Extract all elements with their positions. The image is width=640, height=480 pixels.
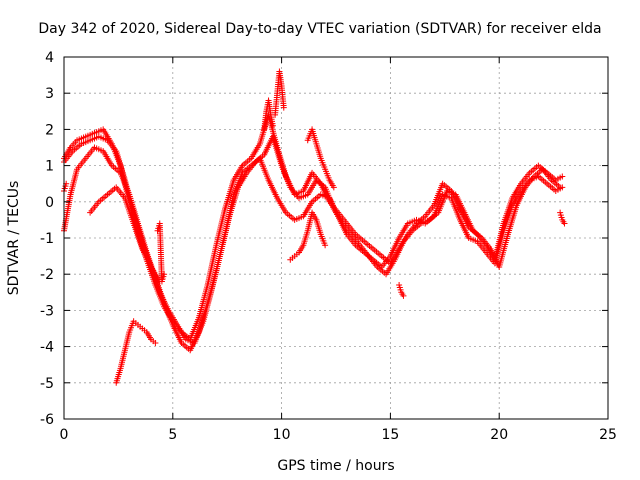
y-tick-label: 3 — [45, 86, 54, 102]
x-tick-label: 15 — [381, 427, 399, 443]
series-track-c — [61, 133, 564, 346]
series-track-j — [61, 180, 70, 194]
y-tick-label: 0 — [45, 195, 54, 211]
y-tick-label: -2 — [40, 267, 54, 283]
x-tick-label: 20 — [490, 427, 508, 443]
x-tick-label: 0 — [60, 427, 69, 443]
data-point — [400, 292, 407, 299]
y-tick-label: 4 — [45, 50, 54, 66]
series-track-e — [113, 318, 159, 386]
y-tick-label: -3 — [40, 303, 54, 319]
x-tick-label: 25 — [599, 427, 617, 443]
x-tick-label: 10 — [273, 427, 291, 443]
data-point — [322, 242, 329, 249]
data-point — [152, 339, 159, 346]
data-point — [559, 173, 566, 180]
data-point — [330, 184, 337, 191]
chart-title: Day 342 of 2020, Sidereal Day-to-day VTE… — [38, 21, 601, 37]
x-axis-label: GPS time / hours — [277, 458, 394, 474]
data-point — [280, 104, 287, 111]
x-tick-label: 5 — [168, 427, 177, 443]
series-track-i — [287, 209, 329, 263]
y-tick-label: -6 — [40, 412, 54, 428]
series-track-f — [261, 97, 276, 133]
series-track-h — [304, 126, 337, 191]
series-track-l — [396, 282, 407, 299]
grid — [64, 57, 608, 419]
y-tick-label: 1 — [45, 159, 54, 175]
series-track-g — [272, 68, 287, 118]
data-point — [557, 184, 564, 191]
y-tick-label: 2 — [45, 122, 54, 138]
series-track-m — [557, 209, 568, 227]
series-track-k — [154, 220, 168, 285]
series-track-d — [87, 184, 163, 285]
data-point — [161, 271, 168, 278]
y-axis-label: SDTVAR / TECUs — [6, 181, 22, 296]
data-point — [561, 220, 568, 227]
data-point — [269, 122, 276, 129]
y-tick-label: -5 — [40, 376, 54, 392]
y-tick-label: -4 — [40, 340, 54, 356]
data-points — [61, 68, 568, 386]
axis-ticks: 0 5 10 15 20 25 -6 -5 -4 -3 -2 -1 0 1 2 3 4 — [40, 50, 617, 443]
y-tick-label: -1 — [40, 231, 54, 247]
